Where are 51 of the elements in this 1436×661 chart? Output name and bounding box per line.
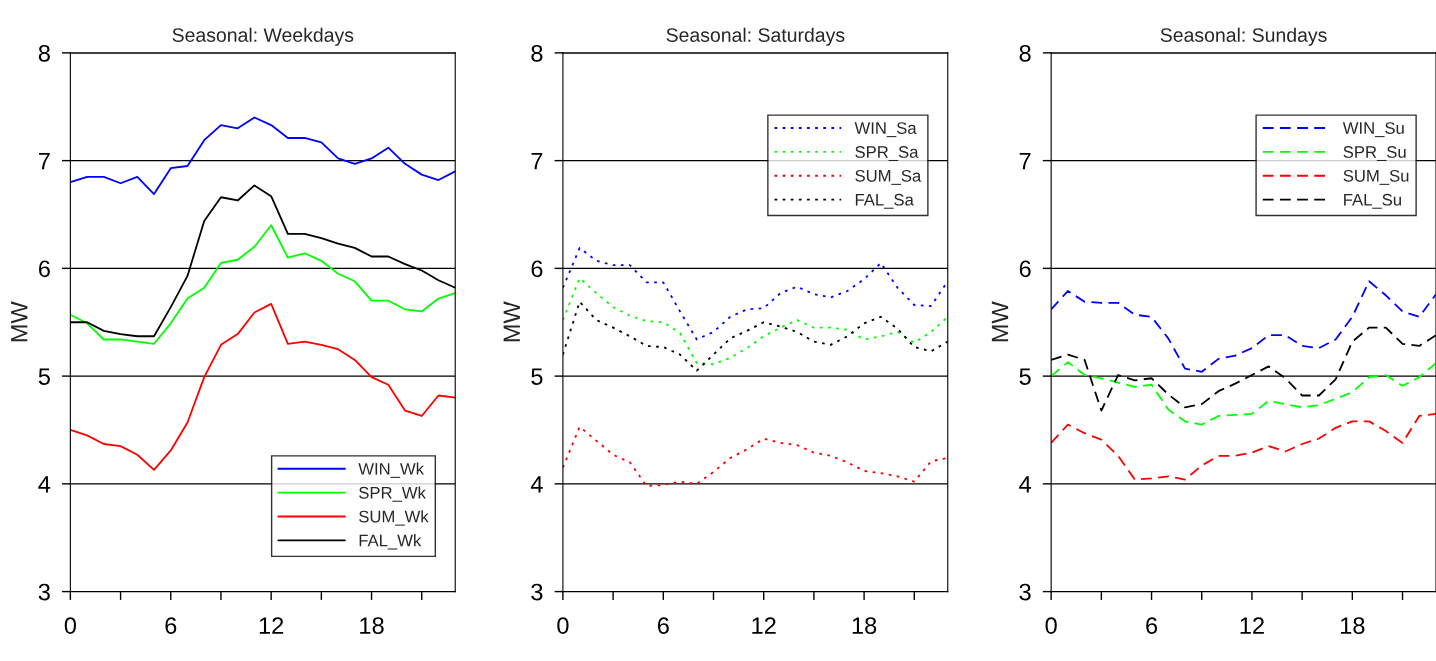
- legend-label: FAL_Sa: [855, 193, 914, 209]
- y-tick-label: 3: [531, 583, 543, 601]
- x-tick-label: 12: [1240, 617, 1264, 634]
- x-tick-label: 18: [1341, 617, 1365, 634]
- y-axis-title: MW: [503, 301, 520, 342]
- legend-label: WIN_Su: [1342, 122, 1404, 138]
- legend-label: FAL_Su: [1344, 193, 1401, 209]
- chart-title: Seasonal: Saturdays: [666, 27, 845, 46]
- legend-label: WIN_Wk: [358, 462, 425, 478]
- x-tick-label: 12: [752, 617, 776, 634]
- y-tick-label: 3: [1019, 583, 1031, 601]
- y-axis-title: MW: [11, 301, 28, 342]
- x-tick-label: 18: [360, 617, 384, 634]
- chart-title: Seasonal: Sundays: [1160, 27, 1327, 46]
- x-tick-label: 0: [64, 617, 77, 634]
- x-tick-label: 6: [657, 617, 669, 634]
- legend-label: SPR_Sa: [855, 146, 919, 162]
- legend-label: SUM_Wk: [359, 510, 429, 526]
- y-tick-label: 7: [39, 152, 50, 170]
- legend-label: SPR_Wk: [359, 486, 426, 502]
- x-tick-label: 6: [1146, 617, 1158, 634]
- x-tick-label: 12: [259, 617, 284, 634]
- y-tick-label: 6: [1019, 260, 1031, 278]
- y-tick-label: 4: [530, 476, 543, 493]
- y-tick-label: 7: [531, 152, 543, 170]
- y-tick-label: 5: [38, 368, 50, 385]
- line-series: [562, 277, 948, 366]
- y-tick-label: 8: [531, 44, 543, 62]
- legend-label: FAL_Wk: [359, 534, 422, 550]
- x-tick-label: 0: [1045, 617, 1057, 634]
- y-tick-label: 5: [1019, 368, 1031, 385]
- chart-title: Seasonal: Weekdays: [172, 27, 354, 46]
- legend-label: SPR_Su: [1343, 146, 1406, 162]
- y-tick-label: 6: [38, 260, 50, 278]
- line-series: [1051, 412, 1436, 481]
- x-tick-label: 6: [165, 617, 177, 634]
- y-tick-label: 7: [1019, 152, 1031, 170]
- y-tick-label: 6: [531, 260, 543, 278]
- legend-label: SUM_Su: [1343, 169, 1409, 185]
- y-tick-label: 5: [531, 368, 543, 385]
- x-tick-label: 0: [557, 617, 569, 634]
- y-tick-label: 8: [1019, 44, 1031, 62]
- line-series: [1051, 280, 1436, 373]
- y-axis-title: MW: [991, 301, 1009, 342]
- legend-label: SUM_Sa: [855, 169, 922, 185]
- y-tick-label: 4: [1019, 476, 1032, 493]
- x-tick-label: 18: [852, 617, 877, 634]
- y-tick-label: 3: [38, 583, 50, 601]
- legend-label: WIN_Sa: [854, 122, 917, 138]
- y-tick-label: 4: [38, 476, 51, 493]
- y-tick-label: 8: [38, 44, 50, 62]
